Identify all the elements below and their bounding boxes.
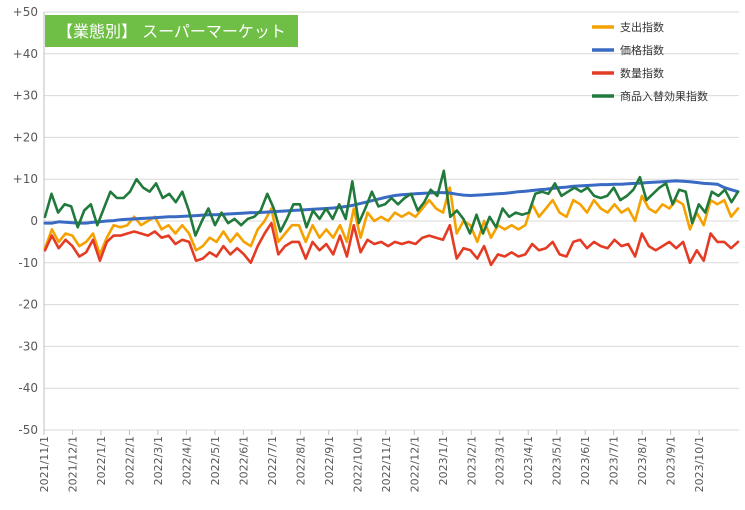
x-tick-label: 2021/11/1: [38, 436, 51, 492]
y-tick-label: -10: [18, 256, 38, 270]
x-tick-label: 2022/7/1: [266, 436, 279, 485]
x-axis-ticks: 2021/11/1 2021/12/1 2022/1/1 2022/2/1 2022/3…: [38, 430, 706, 492]
x-tick-label: 2022/1/1: [95, 436, 108, 485]
legend-label: 数量指数: [620, 66, 664, 80]
x-tick-label: 2023/9/1: [665, 436, 678, 485]
x-tick-label: 2021/12/1: [66, 436, 79, 492]
y-tick-label: +40: [13, 47, 38, 61]
x-tick-label: 2023/6/1: [579, 436, 592, 485]
x-tick-label: 2023/10/1: [693, 436, 706, 492]
legend-label: 価格指数: [620, 43, 664, 57]
x-tick-label: 2022/10/1: [351, 436, 364, 492]
legend-label: 支出指数: [620, 20, 664, 34]
y-tick-label: 0: [30, 214, 38, 228]
x-tick-label: 2022/5/1: [209, 436, 222, 485]
y-tick-label: -50: [18, 423, 38, 437]
gridlines: [43, 11, 739, 431]
series-line-2: [43, 179, 740, 225]
y-tick-label: +20: [13, 130, 38, 144]
y-axis-ticks: +50 +40 +30 +20 +10 0 -10 -20 -30 -40 -50: [13, 5, 38, 437]
x-tick-label: 2022/8/1: [294, 436, 307, 485]
x-tick-label: 2022/6/1: [237, 436, 250, 485]
x-tick-label: 2022/11/1: [380, 436, 393, 492]
y-tick-label: +30: [13, 89, 38, 103]
x-tick-label: 2023/4/1: [522, 436, 535, 485]
y-tick-label: -30: [18, 339, 38, 353]
x-tick-label: 2022/2/1: [123, 436, 136, 485]
y-tick-label: -20: [18, 298, 38, 312]
series-line-1: [43, 186, 740, 256]
series-line-4: [43, 169, 740, 237]
legend-label: 商品入替効果指数: [620, 89, 708, 103]
y-tick-label: +50: [13, 5, 38, 19]
y-tick-label: +10: [13, 172, 38, 186]
series-line-3: [43, 221, 740, 267]
y-tick-label: -40: [18, 381, 38, 395]
series-lines: [43, 169, 740, 267]
x-tick-label: 2023/5/1: [551, 436, 564, 485]
x-tick-label: 2023/7/1: [608, 436, 621, 485]
x-tick-label: 2022/9/1: [323, 436, 336, 485]
x-tick-label: 2022/12/1: [408, 436, 421, 492]
chart-title-box: 【業態別】 スーパーマーケット: [45, 15, 298, 47]
x-tick-label: 2023/2/1: [465, 436, 478, 485]
x-tick-label: 2022/4/1: [180, 436, 193, 485]
chart-title: 【業態別】 スーパーマーケット: [57, 22, 286, 41]
x-tick-label: 2023/3/1: [494, 436, 507, 485]
x-tick-label: 2023/8/1: [636, 436, 649, 485]
x-tick-label: 2023/1/1: [437, 436, 450, 485]
x-tick-label: 2022/3/1: [152, 436, 165, 485]
